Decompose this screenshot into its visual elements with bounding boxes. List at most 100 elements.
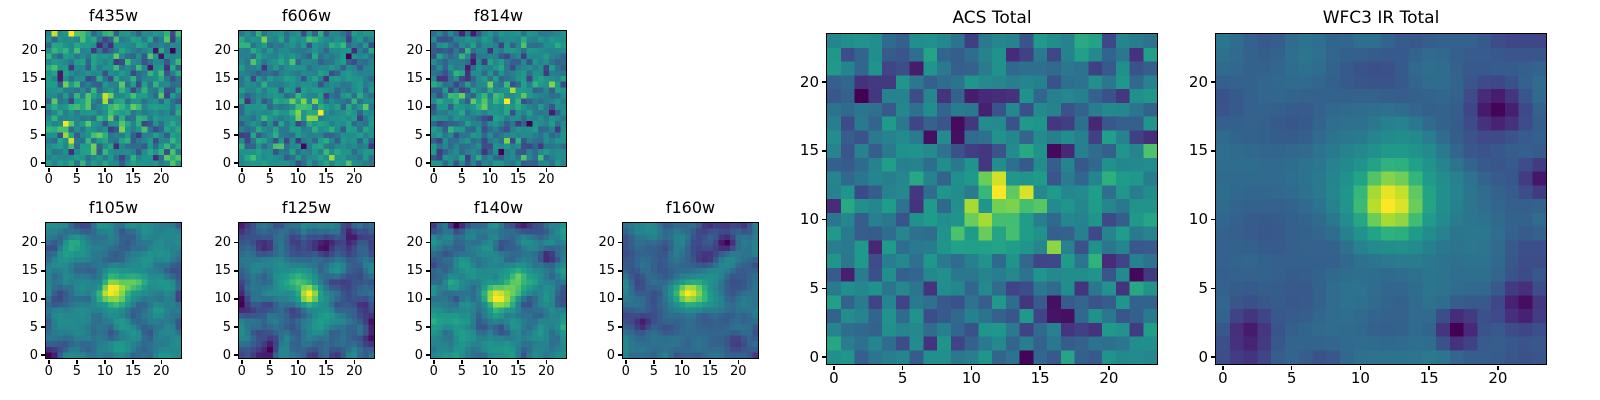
x-tick-label: 5 xyxy=(649,364,659,379)
panel-f435w: f435w 0 5 10 15 20 0 5 10 15 20 xyxy=(21,7,182,186)
y-tick-mark xyxy=(40,106,45,108)
x-tick-mark xyxy=(681,359,683,364)
x-tick-mark xyxy=(970,365,973,370)
x-tick-label: 15 xyxy=(1419,369,1439,387)
y-tick-mark xyxy=(233,78,238,80)
x-tick-label: 15 xyxy=(317,364,335,379)
y-tick-mark xyxy=(425,162,430,164)
x-tick-label: 0 xyxy=(237,172,246,187)
x-tick-mark xyxy=(76,167,78,172)
x-tick-label: 10 xyxy=(289,172,307,187)
y-tick-label: 5 xyxy=(1198,278,1208,297)
y-tick-label: 15 xyxy=(21,263,38,279)
x-tick-label: 5 xyxy=(457,364,467,379)
x-tick-mark xyxy=(76,359,78,364)
y-tick-label: 0 xyxy=(29,155,38,171)
x-tick-mark xyxy=(545,167,548,172)
panel-wfc3-ir-total: WFC3 IR Total 0 5 10 15 20 0 5 10 15 20 xyxy=(1189,9,1547,386)
x-tick-label: 10 xyxy=(96,172,114,187)
y-tick-mark xyxy=(425,106,430,108)
x-tick-mark xyxy=(833,365,835,370)
y-tick-label: 5 xyxy=(222,319,231,335)
x-tick-label: 5 xyxy=(265,364,275,379)
x-tick-label: 0 xyxy=(829,369,839,387)
x-tick-mark xyxy=(517,167,519,172)
x-tick-mark xyxy=(353,167,356,172)
x-tick-mark xyxy=(269,167,271,172)
x-tick-label: 20 xyxy=(538,364,555,379)
y-tick-label: 10 xyxy=(21,99,38,115)
x-tick-mark xyxy=(709,359,711,364)
y-tick-mark xyxy=(40,78,45,80)
y-tick-mark xyxy=(617,241,622,244)
x-tick-label: 20 xyxy=(1099,369,1119,387)
y-tick-mark xyxy=(233,134,238,136)
y-tick-mark xyxy=(425,134,430,136)
x-tick-mark xyxy=(1497,365,1499,370)
y-tick-mark xyxy=(1210,150,1215,152)
heatmap-f105w xyxy=(46,223,181,358)
y-tick-mark xyxy=(425,270,430,272)
x-tick-label: 20 xyxy=(346,172,363,187)
x-tick-mark xyxy=(489,167,491,172)
y-tick-mark xyxy=(40,241,45,244)
panel-acs-total: ACS Total 0 5 10 15 20 0 5 10 15 20 xyxy=(800,9,1158,386)
y-tick-mark xyxy=(425,78,430,80)
panel-title-f140w: f140w xyxy=(473,198,524,218)
x-tick-mark xyxy=(461,359,463,364)
y-tick-label: 20 xyxy=(406,43,423,59)
y-tick-mark xyxy=(40,298,45,300)
x-tick-label: 5 xyxy=(72,172,82,187)
x-tick-label: 20 xyxy=(153,172,170,187)
y-tick-label: 20 xyxy=(406,235,423,251)
x-tick-mark xyxy=(1290,365,1293,370)
y-tick-label: 5 xyxy=(809,278,819,297)
x-tick-label: 5 xyxy=(897,369,908,387)
y-tick-label: 5 xyxy=(414,127,423,143)
x-tick-label: 0 xyxy=(429,172,438,187)
y-tick-mark xyxy=(617,326,622,328)
y-tick-label: 15 xyxy=(799,141,819,160)
x-tick-mark xyxy=(160,359,163,364)
x-tick-mark xyxy=(160,167,163,172)
y-tick-mark xyxy=(233,270,238,272)
x-tick-mark xyxy=(269,359,271,364)
heatmap-f140w xyxy=(431,223,566,358)
panel-title-f125w: f125w xyxy=(281,198,332,218)
x-tick-label: 15 xyxy=(509,172,527,187)
y-tick-mark xyxy=(425,298,430,300)
y-tick-mark xyxy=(233,106,238,108)
x-tick-mark xyxy=(132,167,134,172)
x-tick-mark xyxy=(901,365,904,370)
panel-title-f435w: f435w xyxy=(88,6,139,26)
x-tick-mark xyxy=(48,359,50,364)
x-tick-label: 0 xyxy=(1218,369,1228,387)
y-tick-label: 0 xyxy=(606,347,615,363)
x-tick-label: 5 xyxy=(1286,369,1297,387)
heatmap-f606w xyxy=(239,31,374,166)
y-tick-label: 0 xyxy=(809,347,819,366)
x-tick-mark xyxy=(297,359,299,364)
x-tick-mark xyxy=(1108,365,1110,370)
y-tick-mark xyxy=(233,298,238,300)
y-tick-label: 5 xyxy=(29,127,38,143)
x-tick-label: 20 xyxy=(153,364,170,379)
y-tick-mark xyxy=(425,354,430,356)
heatmap-f160w xyxy=(623,223,758,358)
x-tick-label: 15 xyxy=(317,172,335,187)
y-tick-label: 0 xyxy=(29,347,38,363)
y-tick-label: 15 xyxy=(406,263,423,279)
x-tick-mark xyxy=(104,167,106,172)
x-tick-label: 10 xyxy=(481,364,499,379)
x-tick-label: 20 xyxy=(538,172,555,187)
x-tick-label: 10 xyxy=(961,369,981,387)
x-tick-mark xyxy=(325,359,327,364)
panel-title-f160w: f160w xyxy=(665,198,716,218)
y-tick-mark xyxy=(425,241,430,244)
heatmap-wfc3-ir-total xyxy=(1216,34,1546,364)
y-tick-mark xyxy=(40,49,45,52)
x-tick-label: 20 xyxy=(1488,369,1508,387)
y-tick-label: 5 xyxy=(29,319,38,335)
y-tick-label: 0 xyxy=(414,347,423,363)
